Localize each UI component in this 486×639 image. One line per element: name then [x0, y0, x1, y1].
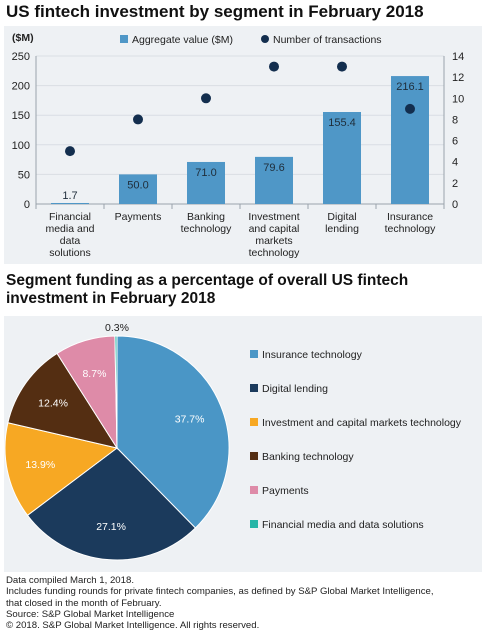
y-tick-label: 250 [12, 51, 30, 63]
footer-line: Data compiled March 1, 2018. [6, 575, 134, 586]
x-category-label-line: Investment [248, 211, 299, 223]
legend-swatch [250, 350, 258, 358]
x-category-label-line: data [60, 235, 81, 247]
legend-swatch [250, 520, 258, 528]
legend-label: Digital lending [262, 383, 328, 395]
legend-label: Insurance technology [262, 349, 363, 361]
transaction-marker [337, 61, 347, 72]
x-category-label-line: markets [255, 235, 292, 247]
y2-tick-label: 6 [452, 136, 458, 148]
y2-tick-label: 10 [452, 93, 464, 105]
y2-tick-label: 0 [452, 199, 458, 211]
y-tick-label: 200 [12, 81, 30, 93]
bar [323, 112, 361, 204]
x-category-label-line: solutions [49, 247, 90, 259]
y2-tick-label: 8 [452, 114, 458, 126]
bar-value-label: 1.7 [62, 190, 77, 202]
source-notes: Data compiled March 1, 2018. Includes fu… [6, 575, 434, 631]
x-category-label-line: technology [181, 223, 233, 235]
pie-slice-label: 27.1% [96, 521, 126, 533]
pie-slice-label: 12.4% [38, 398, 68, 410]
x-category-label-line: media and [45, 223, 94, 235]
legend-label: Financial media and data solutions [262, 519, 424, 531]
x-category-label: Payments [115, 211, 162, 223]
legend-swatch [250, 452, 258, 460]
pie-slice [7, 352, 119, 449]
x-category-label-line: Digital [327, 211, 356, 223]
x-category-label: Digital lending [325, 211, 359, 235]
bar [255, 156, 293, 204]
footer-line: that closed in the month of February. [6, 597, 162, 609]
y2-tick-label: 14 [452, 51, 464, 63]
x-category-label-line: lending [325, 223, 359, 235]
bar [51, 202, 89, 204]
y2-tick-label: 2 [452, 178, 458, 190]
x-category-label-line: and capital [249, 223, 300, 235]
y-tick-label: 0 [24, 199, 30, 211]
pie-slice-label: 0.3% [105, 322, 129, 334]
pie-slice [4, 422, 119, 517]
footer-line: © 2018. S&P Global Market Intelligence. … [6, 620, 260, 632]
x-category-label-line: technology [249, 247, 301, 259]
legend-swatch [250, 384, 258, 392]
pie-chart-panel: 37.7% 27.1% 13.9% 12.4% 8.7% 0.3% Insurance te… [4, 316, 482, 572]
y2-tick-label: 12 [452, 72, 464, 84]
pie-chart-title: Segment funding as a percentage of overa… [6, 272, 409, 307]
bar [391, 76, 429, 204]
legend-bar-swatch [120, 35, 128, 43]
y-tick-label: 50 [18, 169, 30, 181]
transaction-marker [133, 114, 143, 125]
x-category-label: Investment and capital markets technology [248, 211, 300, 259]
x-category-label-line: Insurance [387, 211, 433, 223]
bar-chart: 0 50 100 150 200 250 0 2 4 6 8 10 12 14 ($M) Aggregate … [12, 32, 465, 259]
bar [119, 174, 157, 204]
legend-label: Investment and capital markets technolog… [262, 417, 462, 429]
transaction-marker [269, 61, 279, 72]
legend-marker-label: Number of transactions [273, 34, 382, 46]
bar-value-label: 216.1 [396, 81, 424, 93]
transaction-marker [201, 93, 211, 104]
legend-label: Banking technology [262, 451, 354, 463]
x-category-label: Banking technology [181, 211, 233, 235]
bar [187, 161, 225, 204]
bar-chart-panel: 0 50 100 150 200 250 0 2 4 6 8 10 12 14 ($M) Aggregate … [4, 26, 482, 264]
legend-label: Payments [262, 485, 309, 497]
y-axis-unit: ($M) [12, 32, 34, 44]
pie-chart: 37.7% 27.1% 13.9% 12.4% 8.7% 0.3% Insurance te… [4, 322, 462, 561]
pie-slice [116, 335, 230, 529]
x-category-label-line: Banking [187, 211, 225, 223]
legend-swatch [250, 486, 258, 494]
y-tick-label: 100 [12, 140, 30, 152]
x-category-label-line: Payments [115, 211, 162, 223]
legend-swatch [250, 418, 258, 426]
pie-slice-label: 13.9% [25, 459, 55, 471]
transaction-marker [65, 146, 75, 157]
bar-value-label: 155.4 [328, 117, 356, 129]
transaction-marker [405, 103, 415, 114]
bar-value-label: 50.0 [127, 179, 148, 191]
x-category-label-line: technology [385, 223, 437, 235]
legend-marker-swatch [261, 35, 269, 43]
footer-line: Source: S&P Global Market Intelligence [6, 608, 175, 620]
footer-line: Includes funding rounds for private fint… [6, 586, 434, 598]
x-category-label: Financial media and data solutions [45, 211, 94, 259]
bar-chart-title: US fintech investment by segment in Febr… [6, 2, 424, 21]
pie-slice-label: 37.7% [175, 413, 205, 425]
bar-value-label: 71.0 [195, 167, 216, 179]
x-category-label-line: Financial [49, 211, 91, 223]
y-tick-label: 150 [12, 110, 30, 122]
pie-slice-label: 8.7% [82, 368, 106, 380]
pie-slice [26, 447, 197, 561]
y2-tick-label: 4 [452, 157, 458, 169]
legend-bar-label: Aggregate value ($M) [132, 34, 233, 46]
x-category-label: Insurance technology [385, 211, 437, 235]
bar-value-label: 79.6 [263, 162, 284, 174]
pie-slice [114, 335, 118, 449]
